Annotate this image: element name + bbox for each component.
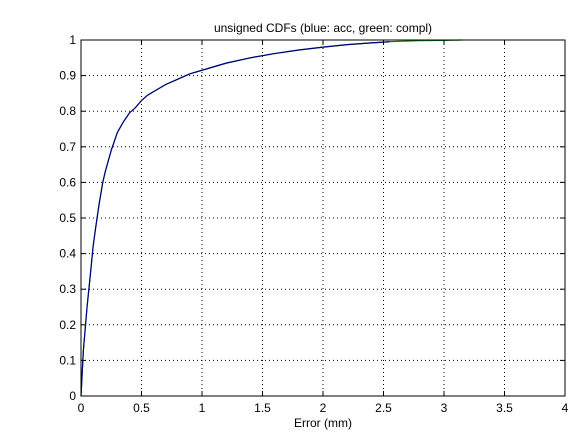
series-layer bbox=[80, 39, 463, 397]
x-tick-label: 2.5 bbox=[375, 401, 392, 415]
grid-lines bbox=[81, 40, 565, 396]
y-tick-label: 0.1 bbox=[59, 353, 76, 367]
y-tick-label: 0.8 bbox=[59, 104, 76, 118]
x-tick-label: 3 bbox=[441, 401, 448, 415]
y-tick-label: 0 bbox=[69, 389, 76, 403]
ticks-layer: 0 0.5 1 1.5 2 2.5 3 3.5 4 0 0.1 0.2 0.3 0.4 0.5 0.6 0.7 0… bbox=[59, 33, 568, 415]
x-tick-label: 1.5 bbox=[254, 401, 271, 415]
x-tick-label: 3.5 bbox=[496, 401, 513, 415]
y-tick-label: 0.5 bbox=[59, 211, 76, 225]
x-axis-label: Error (mm) bbox=[294, 416, 352, 430]
chart-title: unsigned CDFs (blue: acc, green: compl) bbox=[214, 21, 432, 35]
y-tick-label: 0.3 bbox=[59, 282, 76, 296]
x-tick-label: 0 bbox=[78, 401, 85, 415]
y-tick-label: 0.9 bbox=[59, 69, 76, 83]
y-tick-label: 0.2 bbox=[59, 318, 76, 332]
y-tick-label: 1 bbox=[69, 33, 76, 47]
y-tick-label: 0.6 bbox=[59, 175, 76, 189]
series-line-blue bbox=[80, 41, 390, 397]
x-tick-label: 0.5 bbox=[133, 401, 150, 415]
y-tick-label: 0.7 bbox=[59, 140, 76, 154]
x-tick-label: 1 bbox=[199, 401, 206, 415]
x-tick-label: 4 bbox=[562, 401, 569, 415]
y-tick-label: 0.4 bbox=[59, 247, 76, 261]
x-tick-label: 2 bbox=[320, 401, 327, 415]
